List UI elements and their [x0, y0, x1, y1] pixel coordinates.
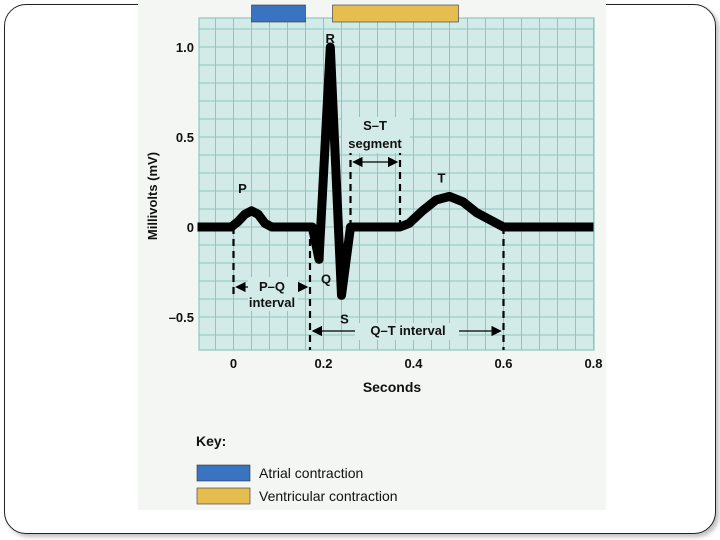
- x-tick-label: 0.4: [404, 356, 423, 371]
- qrs-complex: [308, 46, 352, 296]
- label-backdrop: [248, 277, 298, 311]
- wave-label-t: T: [438, 170, 446, 185]
- x-tick-label: 0: [230, 356, 237, 371]
- y-tick-label: 0.5: [176, 130, 194, 145]
- label-backdrop: [342, 117, 410, 153]
- st-segment-label-line1: S–T: [363, 118, 387, 133]
- wave-label-q: Q: [321, 271, 331, 286]
- x-tick-label: 0.2: [314, 356, 332, 371]
- st-segment-label-line2: segment: [348, 136, 402, 151]
- wave-label-s: S: [340, 311, 349, 326]
- ventricular-contraction-bar: [332, 4, 459, 23]
- y-tick-label: 0: [187, 220, 194, 235]
- y-tick-label: –0.5: [169, 310, 194, 325]
- y-axis-label: Millivolts (mV): [145, 152, 160, 240]
- x-tick-label: 0.6: [494, 356, 512, 371]
- key-atrial-swatch: [196, 464, 251, 482]
- x-tick-label: 0.8: [584, 356, 602, 371]
- key-ventricular-label: Ventricular contraction: [259, 488, 398, 504]
- key-title: Key:: [196, 433, 226, 449]
- atrial-contraction-bar: [251, 4, 306, 23]
- y-tick-label: 1.0: [176, 40, 194, 55]
- wave-label-p: P: [238, 181, 247, 196]
- pq-interval-label-line2: interval: [249, 295, 295, 310]
- key-ventricular-swatch: [196, 487, 251, 505]
- label-backdrop: [355, 323, 459, 340]
- wave-label-r: R: [326, 31, 336, 46]
- x-axis-label: Seconds: [363, 379, 422, 395]
- pq-interval-label-line1: P–Q: [259, 279, 285, 294]
- key-atrial-label: Atrial contraction: [259, 465, 363, 481]
- qt-interval-label: Q–T interval: [370, 323, 445, 338]
